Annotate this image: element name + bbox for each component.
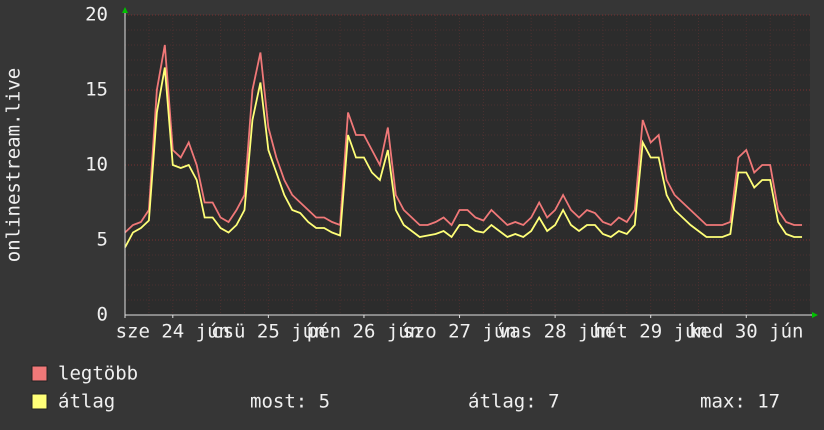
legend: legtöbb átlag most: 5 átlag: 7 max: 17: [31, 363, 780, 413]
y-tick-label: 15: [85, 79, 108, 101]
y-tick-label: 0: [97, 304, 108, 326]
x-tick-label: vas 28 jún: [498, 321, 612, 343]
legend-swatch: [31, 365, 48, 382]
legend-stat: most: 5: [250, 391, 330, 413]
lines: [124, 44, 803, 248]
x-tick-label: csü 25 jún: [211, 321, 325, 343]
x-tick-label: sze 24 jún: [116, 321, 230, 343]
grid: [125, 14, 810, 316]
axis-arrow: [122, 7, 128, 13]
x-tick-label: ked 30 jún: [689, 321, 803, 343]
y-tick-label: 5: [97, 229, 108, 251]
series-line: [124, 67, 803, 248]
axis-arrow: [812, 312, 818, 318]
legend-label: legtöbb: [58, 363, 138, 385]
y-tick-label: 10: [85, 154, 108, 176]
series-line: [124, 44, 803, 234]
x-tick-label: hét 29 jún: [594, 321, 708, 343]
y-axis-label: onlinestream.live: [3, 68, 25, 262]
y-tick-label: 20: [85, 4, 108, 26]
legend-label: átlag: [58, 391, 115, 413]
x-tick-label: szo 27 jún: [402, 321, 516, 343]
legend-stat: max: 17: [700, 391, 780, 413]
x-tick-label: pén 26 jún: [307, 321, 421, 343]
legend-stat: átlag: 7: [468, 391, 560, 413]
legend-swatch: [31, 393, 48, 410]
